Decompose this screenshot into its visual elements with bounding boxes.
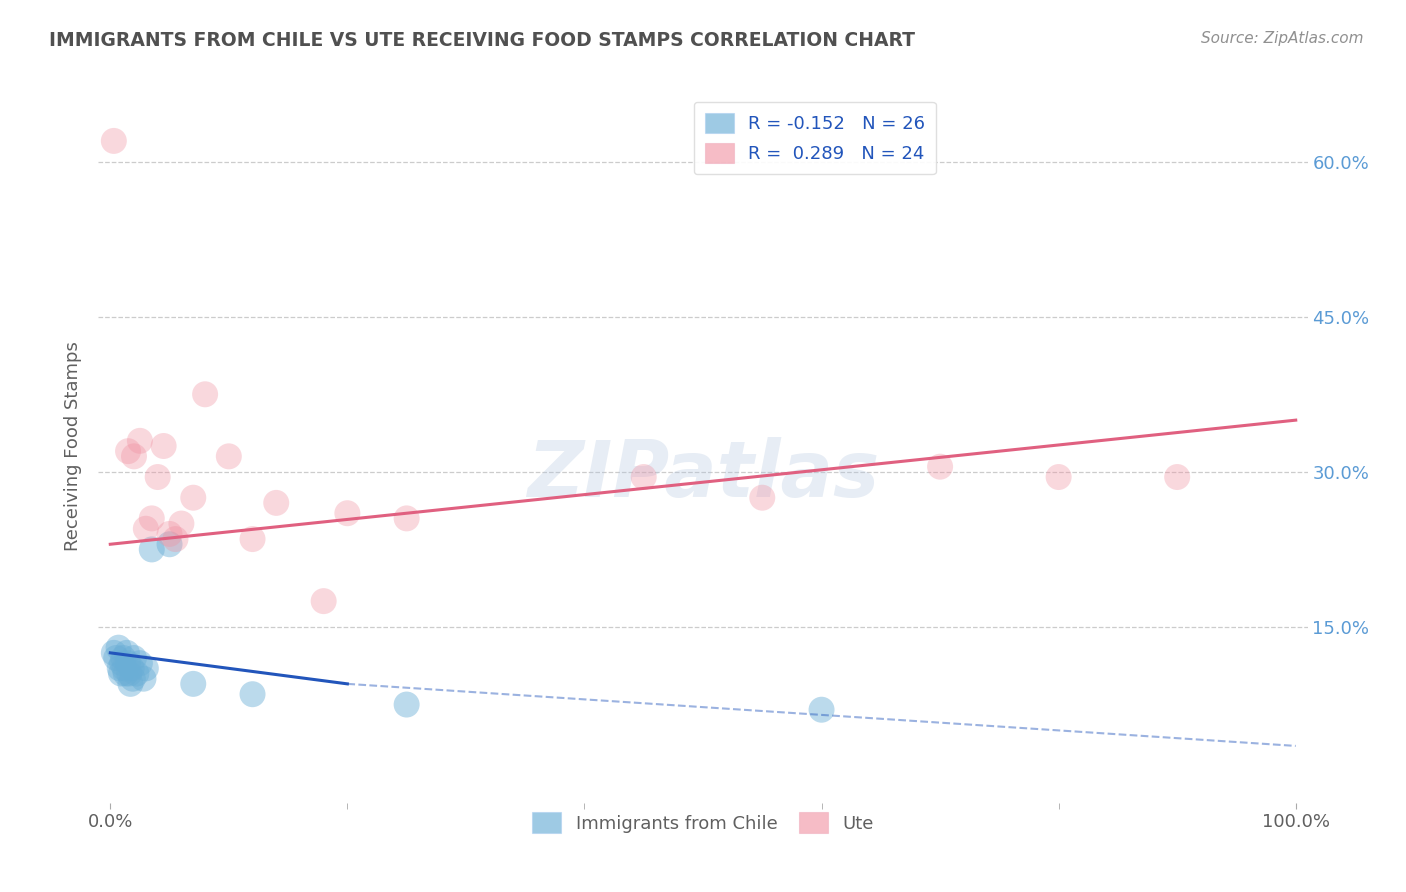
Point [122, 651, 145, 665]
Point [170, 516, 193, 531]
Text: Source: ZipAtlas.com: Source: ZipAtlas.com [1201, 31, 1364, 46]
Point [135, 661, 157, 675]
Point [114, 666, 136, 681]
Point [121, 672, 143, 686]
Point [129, 656, 152, 670]
Point [181, 491, 204, 505]
Point [132, 672, 155, 686]
Point [751, 491, 773, 505]
Point [218, 450, 240, 464]
Point [122, 450, 145, 464]
Point [117, 656, 139, 670]
Point [395, 511, 418, 525]
Point [165, 532, 187, 546]
Point [105, 651, 128, 665]
Point [159, 527, 181, 541]
Point [336, 506, 359, 520]
Point [152, 439, 174, 453]
Point [159, 537, 181, 551]
Point [108, 661, 131, 675]
Point [181, 677, 204, 691]
Point [395, 698, 418, 712]
Point [1047, 470, 1070, 484]
Point [194, 387, 217, 401]
Legend: Immigrants from Chile, Ute: Immigrants from Chile, Ute [524, 805, 882, 840]
Point [929, 459, 952, 474]
Point [146, 470, 169, 484]
Point [810, 703, 832, 717]
Y-axis label: Receiving Food Stamps: Receiving Food Stamps [65, 341, 83, 551]
Point [1166, 470, 1188, 484]
Point [242, 532, 264, 546]
Point [242, 687, 264, 701]
Point [125, 666, 148, 681]
Point [103, 134, 125, 148]
Point [110, 666, 132, 681]
Point [111, 656, 134, 670]
Point [114, 661, 136, 675]
Point [633, 470, 655, 484]
Point [117, 444, 139, 458]
Point [107, 640, 129, 655]
Point [141, 542, 163, 557]
Point [312, 594, 335, 608]
Point [115, 646, 138, 660]
Point [135, 522, 157, 536]
Text: IMMIGRANTS FROM CHILE VS UTE RECEIVING FOOD STAMPS CORRELATION CHART: IMMIGRANTS FROM CHILE VS UTE RECEIVING F… [49, 31, 915, 50]
Point [118, 666, 141, 681]
Point [112, 651, 135, 665]
Point [264, 496, 287, 510]
Point [141, 511, 163, 525]
Text: ZIPatlas: ZIPatlas [527, 436, 879, 513]
Point [129, 434, 152, 448]
Point [120, 677, 142, 691]
Point [103, 646, 125, 660]
Point [121, 661, 143, 675]
